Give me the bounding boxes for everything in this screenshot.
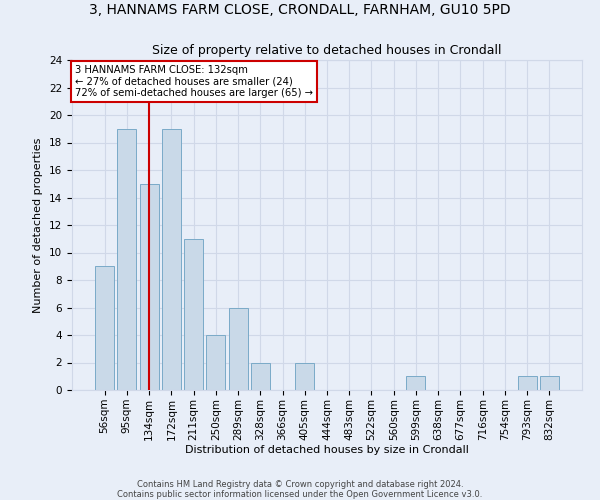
- Text: Contains HM Land Registry data © Crown copyright and database right 2024.
Contai: Contains HM Land Registry data © Crown c…: [118, 480, 482, 499]
- Bar: [162, 128, 181, 390]
- Y-axis label: Number of detached properties: Number of detached properties: [34, 138, 43, 312]
- Bar: [206, 335, 225, 390]
- Title: Size of property relative to detached houses in Crondall: Size of property relative to detached ho…: [152, 44, 502, 58]
- Bar: [118, 128, 136, 390]
- Bar: [540, 376, 559, 390]
- Bar: [406, 376, 425, 390]
- Text: 3, HANNAMS FARM CLOSE, CRONDALL, FARNHAM, GU10 5PD: 3, HANNAMS FARM CLOSE, CRONDALL, FARNHAM…: [89, 2, 511, 16]
- Bar: [229, 308, 248, 390]
- Text: 3 HANNAMS FARM CLOSE: 132sqm
← 27% of detached houses are smaller (24)
72% of se: 3 HANNAMS FARM CLOSE: 132sqm ← 27% of de…: [74, 65, 313, 98]
- X-axis label: Distribution of detached houses by size in Crondall: Distribution of detached houses by size …: [185, 446, 469, 456]
- Bar: [95, 266, 114, 390]
- Bar: [184, 239, 203, 390]
- Bar: [518, 376, 536, 390]
- Bar: [140, 184, 158, 390]
- Bar: [295, 362, 314, 390]
- Bar: [251, 362, 270, 390]
